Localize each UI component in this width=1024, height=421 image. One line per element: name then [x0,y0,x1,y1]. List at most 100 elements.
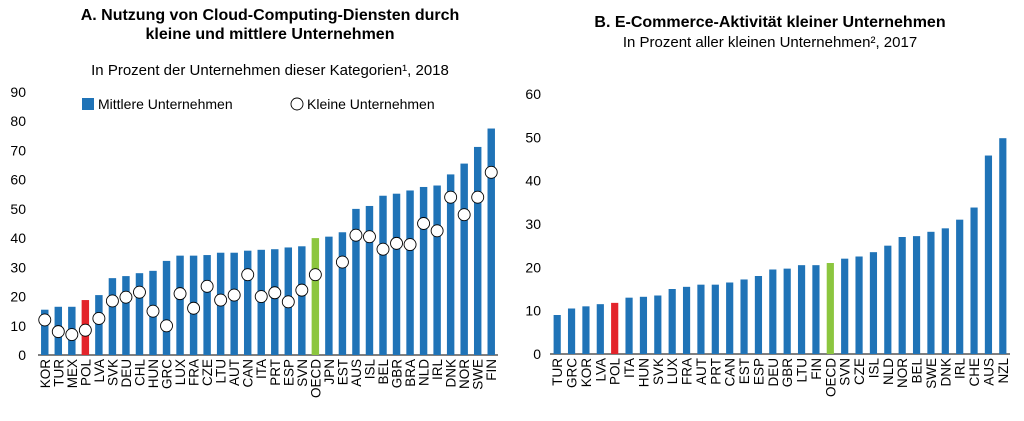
chart-b-bar-can [726,282,734,354]
chart-b-bar-svn [841,258,849,354]
chart-b-category-label: NOR [895,358,910,388]
chart-b-category-label: DEU [766,358,781,387]
chart-a-category-label: HUN [146,359,161,388]
chart-b-category-label: CZE [852,358,867,385]
chart-a-bar-jpn [325,236,333,355]
chart-a-category-label: CAN [241,359,256,388]
chart-a-marker-nld [417,217,431,230]
chart-b-bar-prt [711,284,719,354]
chart-a-marker-fin [484,165,498,179]
chart-a-category-label: KOR [38,359,53,389]
chart-a-category-label: ESP [281,359,296,386]
chart-a-bar-aut [230,252,238,355]
chart-b-bar-deu [769,269,777,354]
chart-b-bar-fin [812,265,820,354]
chart-b-bar-grc [567,308,576,354]
chart-a-marker-gbr [390,236,403,250]
chart-a-bar-swe [473,146,482,355]
chart-a-marker-prt [268,286,282,300]
chart-a-category-label: DEU [119,359,134,388]
chart-a-ytick-label: 40 [10,230,26,246]
chart-a-category-label: GBR [390,359,405,389]
chart-a-category-label: ISL [362,359,377,380]
chart-b-ytick-label: 30 [525,216,541,232]
chart-b-category-label: GRC [565,358,580,388]
chart-b-category-label: ESP [751,358,766,385]
chart-b-ytick-label: 0 [533,346,541,362]
chart-a-subtitle: In Prozent der Unternehmen dieser Katego… [91,62,449,79]
chart-b-bar-lva [596,304,604,354]
chart-b-category-label: OECD [823,358,838,397]
chart-a-bar-est [338,232,347,355]
chart-a-marker-lux [173,287,187,301]
chart-b-category-label: BEL [910,358,925,384]
chart-b-ytick-label: 20 [525,259,541,275]
chart-b-category-label: LVA [593,358,608,382]
chart-a-category-label: PRT [268,359,283,386]
chart-b-category-label: IRL [953,358,968,380]
chart-b-bar-swe [927,231,935,354]
chart-a-marker-irl [430,224,444,238]
chart-a-category-label: BRA [403,359,418,387]
chart-b-category-label: KOR [579,358,594,388]
chart-a-ytick-label: 20 [10,289,26,305]
chart-a-marker-aus [349,228,363,242]
chart-b-bar-oecd [826,263,834,354]
legend-marker-kleine [290,97,304,111]
chart-a-bar-fin [487,128,495,355]
chart-b-category-label: AUS [981,358,996,386]
chart-b-bar-fra [682,286,691,354]
chart-b-ytick-label: 60 [525,86,541,102]
chart-a-marker-oecd [308,268,322,282]
chart-a-category-label: LVA [92,359,107,383]
chart-b-category-label: NZL [996,358,1011,384]
chart-b-category-label: ISL [866,358,881,379]
chart-b-category-label: LUX [665,358,680,384]
chart-a-category-label: FIN [484,359,499,381]
chart-b-bar-pol [611,302,619,354]
chart-a-category-label: AUS [349,359,364,387]
chart-b-category-label: FIN [809,358,824,380]
chart-a-category-label: NLD [417,359,432,386]
chart-b-bar-svk [654,295,662,354]
chart-a-title-line-1: A. Nutzung von Cloud-Computing-Diensten … [80,7,460,24]
chart-a-bar-gbr [392,193,401,355]
chart-b-bar-bel [912,236,921,354]
chart-a-marker-fra [187,301,201,315]
chart-a-bar-svk [108,278,117,355]
chart-a-marker-est [335,255,349,269]
chart-a-marker-deu [119,290,133,304]
chart-b-category-label: TUR [550,358,565,386]
chart-a-category-label: NOR [457,359,472,389]
chart-a-marker-can [241,268,255,282]
chart-a-category-label: AUT [227,359,242,386]
chart-b-bar-gbr [783,268,791,354]
legend-label-kleine: Kleine Unternehmen [307,96,435,112]
chart-b-category-label: HUN [636,358,651,387]
chart-a-marker-nor [457,208,471,222]
chart-b-bar-esp [754,276,763,354]
chart-b-category-label: AUT [694,358,709,385]
chart-a-bar-svn [298,246,306,355]
chart-a-bar-bel [379,195,387,355]
chart-b-bar-nzl [999,138,1007,354]
chart-a-ytick-label: 60 [10,172,26,188]
chart-a-marker-ita [254,290,268,304]
chart-b-bar-dnk [941,228,949,354]
chart-a-category-label: SVK [105,359,120,386]
chart-a-category-label: CZE [200,359,215,386]
chart-a-marker-dnk [444,190,458,204]
legend-label-mittlere: Mittlere Unternehmen [98,96,233,112]
chart-a-bar-deu [122,276,130,355]
chart-a-category-label: DNK [444,359,459,388]
legend-swatch-mittlere [82,98,94,110]
chart-b-category-label: POL [608,358,623,386]
chart-b-category-label: SVN [838,358,853,386]
chart-b-bar-aus [984,155,993,354]
chart-a-title-line-2: kleine und mittlere Unternehmen [145,26,395,43]
chart-a-marker-grc [160,319,173,333]
chart-a-category-label: TUR [51,359,66,387]
chart-b-category-label: ITA [622,358,637,378]
chart-b-ytick-label: 10 [525,303,541,319]
chart-b-category-label: NLD [881,358,896,385]
